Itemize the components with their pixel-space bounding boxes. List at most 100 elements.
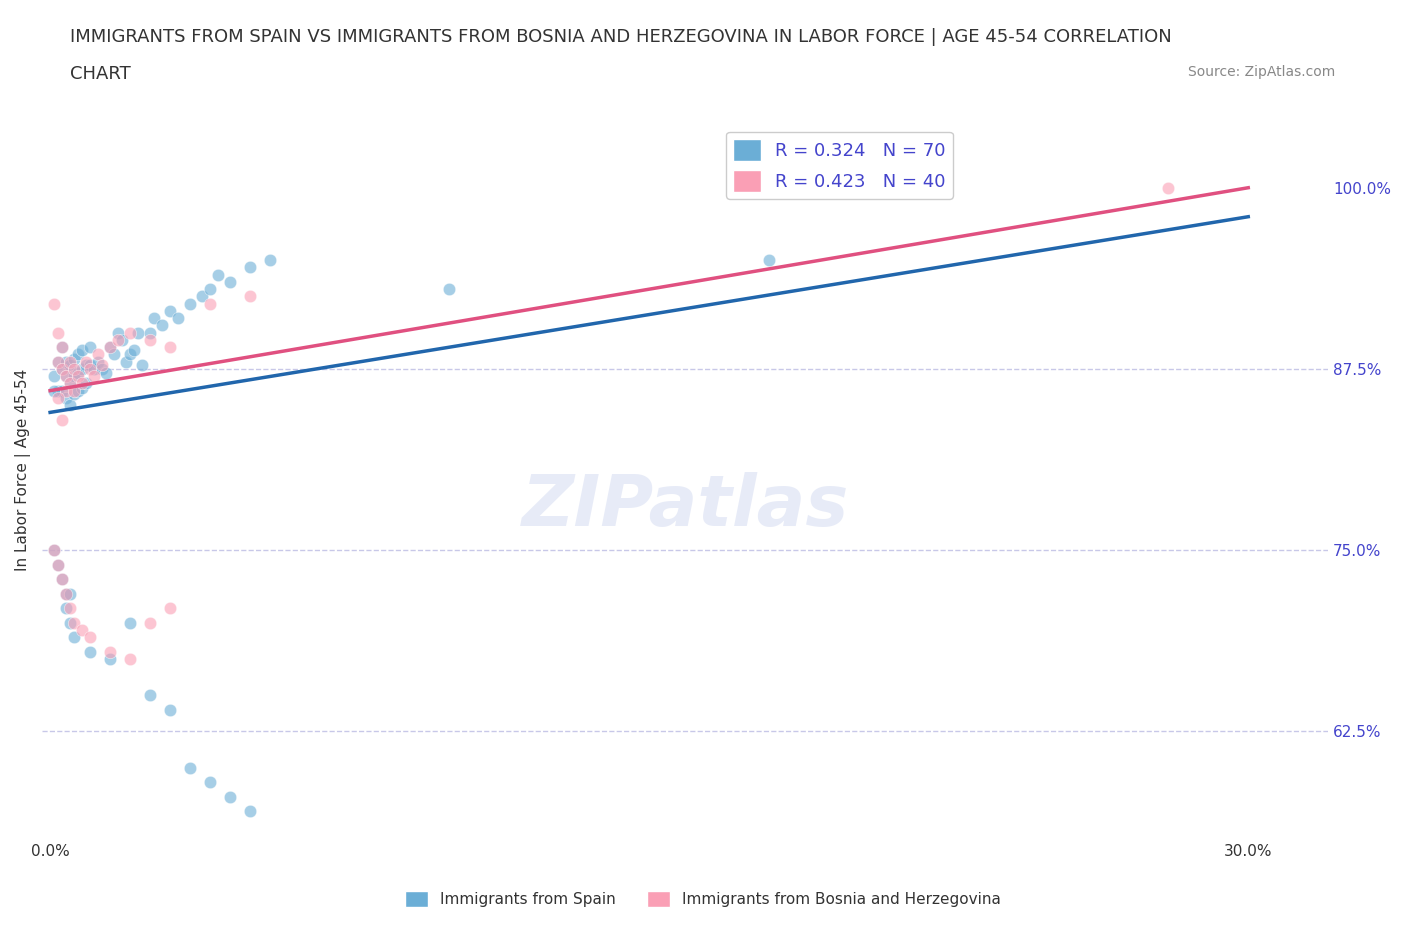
Point — [75, 357, 97, 372]
Point — [42, 542, 65, 557]
Point — [46, 354, 69, 369]
Point — [75, 376, 97, 391]
Point — [46, 557, 69, 572]
Point — [207, 267, 229, 282]
Point — [83, 368, 105, 383]
Point — [63, 386, 86, 401]
Point — [70, 622, 93, 637]
Point — [63, 368, 86, 383]
Point — [79, 339, 101, 354]
Point — [79, 644, 101, 659]
Point — [46, 354, 69, 369]
Point — [159, 303, 181, 318]
Point — [98, 651, 121, 666]
Point — [67, 368, 90, 383]
Point — [159, 601, 181, 616]
Point — [218, 789, 240, 804]
Point — [198, 775, 221, 790]
Text: IMMIGRANTS FROM SPAIN VS IMMIGRANTS FROM BOSNIA AND HERZEGOVINA IN LABOR FORCE |: IMMIGRANTS FROM SPAIN VS IMMIGRANTS FROM… — [70, 28, 1173, 46]
Point — [159, 702, 181, 717]
Point — [239, 260, 262, 275]
Point — [98, 644, 121, 659]
Point — [70, 342, 93, 357]
Point — [63, 630, 86, 644]
Point — [42, 368, 65, 383]
Point — [55, 354, 77, 369]
Point — [115, 354, 138, 369]
Point — [118, 615, 141, 630]
Point — [59, 357, 82, 372]
Point — [94, 365, 117, 380]
Point — [198, 297, 221, 312]
Point — [131, 357, 153, 372]
Point — [127, 326, 149, 340]
Point — [83, 362, 105, 377]
Point — [63, 352, 86, 366]
Point — [79, 362, 101, 377]
Point — [218, 274, 240, 289]
Point — [91, 357, 114, 372]
Point — [179, 760, 201, 775]
Point — [55, 586, 77, 601]
Point — [191, 289, 214, 304]
Text: 30.0%: 30.0% — [1225, 844, 1272, 859]
Text: Source: ZipAtlas.com: Source: ZipAtlas.com — [1188, 65, 1336, 79]
Point — [59, 376, 82, 391]
Point — [139, 615, 162, 630]
Text: ZIPatlas: ZIPatlas — [522, 472, 849, 541]
Point — [70, 376, 93, 391]
Point — [51, 572, 73, 587]
Point — [59, 601, 82, 616]
Point — [55, 383, 77, 398]
Point — [139, 333, 162, 348]
Point — [67, 365, 90, 380]
Point — [150, 318, 173, 333]
Point — [59, 398, 82, 413]
Point — [107, 333, 129, 348]
Point — [51, 339, 73, 354]
Point — [179, 297, 201, 312]
Point — [63, 615, 86, 630]
Point — [67, 347, 90, 362]
Point — [111, 333, 134, 348]
Point — [87, 354, 110, 369]
Point — [75, 354, 97, 369]
Point — [51, 412, 73, 427]
Point — [55, 586, 77, 601]
Point — [51, 572, 73, 587]
Point — [63, 383, 86, 398]
Point — [55, 601, 77, 616]
Legend: Immigrants from Spain, Immigrants from Bosnia and Herzegovina: Immigrants from Spain, Immigrants from B… — [399, 884, 1007, 913]
Point — [46, 391, 69, 405]
Point — [98, 339, 121, 354]
Point — [46, 383, 69, 398]
Point — [98, 339, 121, 354]
Point — [55, 391, 77, 405]
Point — [51, 383, 73, 398]
Point — [758, 253, 780, 268]
Point — [51, 362, 73, 377]
Point — [1157, 180, 1180, 195]
Y-axis label: In Labor Force | Age 45-54: In Labor Force | Age 45-54 — [15, 369, 31, 572]
Point — [59, 615, 82, 630]
Point — [118, 347, 141, 362]
Point — [87, 347, 110, 362]
Point — [79, 357, 101, 372]
Point — [439, 282, 461, 297]
Point — [122, 342, 145, 357]
Point — [259, 253, 281, 268]
Point — [59, 376, 82, 391]
Point — [51, 362, 73, 377]
Point — [42, 542, 65, 557]
Legend: R = 0.324   N = 70, R = 0.423   N = 40: R = 0.324 N = 70, R = 0.423 N = 40 — [727, 131, 953, 199]
Point — [42, 383, 65, 398]
Point — [63, 362, 86, 377]
Point — [79, 630, 101, 644]
Point — [118, 326, 141, 340]
Point — [107, 326, 129, 340]
Point — [91, 362, 114, 377]
Point — [139, 326, 162, 340]
Point — [55, 368, 77, 383]
Point — [167, 311, 190, 325]
Point — [42, 297, 65, 312]
